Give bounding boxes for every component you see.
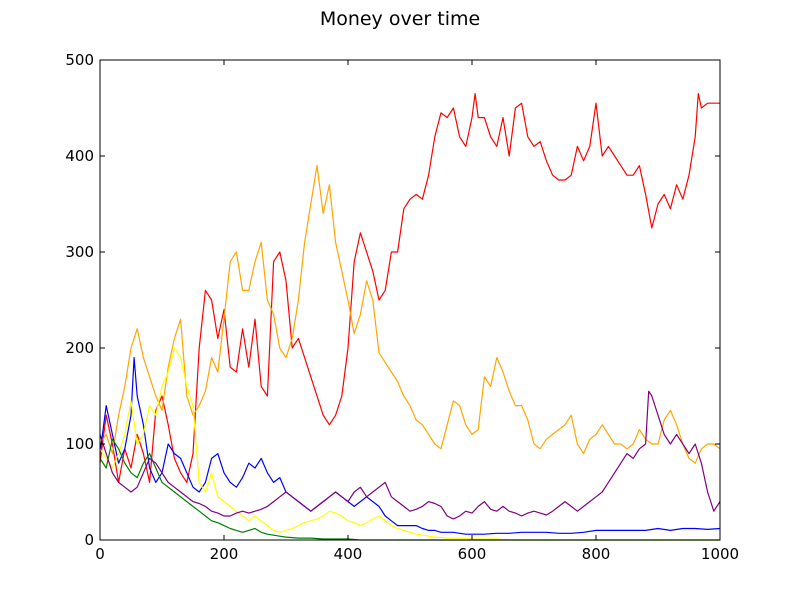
x-tick-label: 600: [458, 545, 487, 563]
x-tick-label: 200: [210, 545, 239, 563]
y-tick-label: 0: [84, 531, 94, 549]
y-tick-label: 500: [65, 51, 94, 69]
plot-frame: [99, 59, 721, 541]
y-tick-label: 400: [65, 147, 94, 165]
series-line-4: [99, 347, 720, 541]
y-tick-label: 200: [65, 339, 94, 357]
series-layer: [99, 92, 721, 541]
chart-title: Money over time: [319, 8, 481, 30]
y-tick-label: 300: [65, 243, 94, 261]
x-tick-label: 0: [95, 545, 105, 563]
series-line-1: [99, 92, 720, 483]
y-tick-label: 100: [65, 435, 94, 453]
x-tick-label: 400: [334, 545, 363, 563]
ticks-layer: 0 200 400 600 800 1000 0 100 200 300 400 500: [65, 51, 739, 563]
series-line-2: [99, 165, 721, 464]
x-tick-label: 1000: [701, 545, 739, 563]
x-tick-label: 800: [582, 545, 611, 563]
series-line-6: [99, 390, 721, 520]
